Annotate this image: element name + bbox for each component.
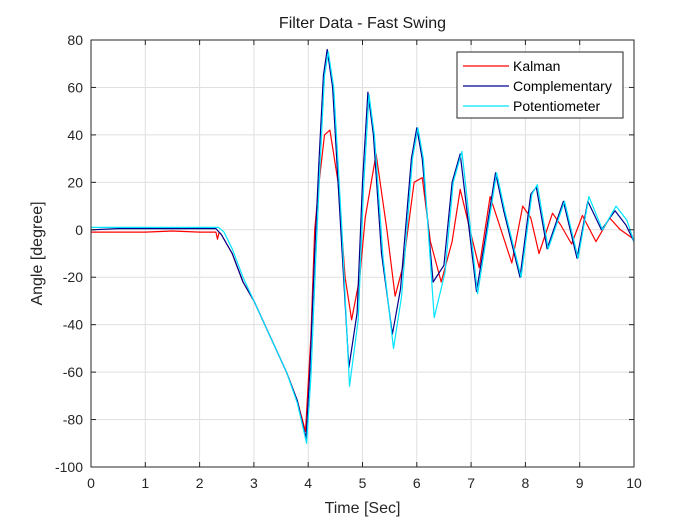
axis-ticks: 0 1 2 3 4 5 6 7 8 9 10 -100 -80 -60 -40 -20 0 20 40 60 80 [55, 32, 642, 491]
x-axis-label: Time [Sec] [325, 500, 401, 517]
series-line-potentiometer [91, 51, 635, 444]
y-tick-label: -40 [63, 317, 83, 333]
x-tick-label: 9 [576, 475, 584, 491]
legend: Kalman Complementary Potentiometer [456, 51, 624, 119]
y-tick-label: -100 [55, 459, 83, 475]
x-tick-label: 1 [141, 475, 149, 491]
x-tick-label: 2 [196, 475, 204, 491]
series-layer [90, 48, 635, 444]
legend-label: Potentiometer [513, 98, 600, 114]
legend-label: Kalman [513, 58, 560, 74]
legend-box [456, 51, 624, 119]
x-tick-label: 3 [250, 475, 258, 491]
chart-title: Filter Data - Fast Swing [279, 15, 446, 32]
x-tick-label: 8 [522, 475, 530, 491]
x-tick-label: 6 [413, 475, 421, 491]
x-tick-label: 4 [304, 475, 312, 491]
y-tick-label: 0 [75, 222, 83, 238]
x-tick-label: 10 [626, 475, 642, 491]
x-tick-label: 5 [359, 475, 367, 491]
y-tick-label: 20 [67, 174, 83, 190]
y-tick-label: 60 [67, 79, 83, 95]
x-tick-label: 0 [87, 475, 95, 491]
y-tick-label: -20 [63, 269, 83, 285]
y-tick-label: -60 [63, 364, 83, 380]
y-tick-label: -80 [63, 412, 83, 428]
y-tick-label: 40 [67, 127, 83, 143]
x-tick-label: 7 [467, 475, 475, 491]
y-axis-label: Angle [degree] [29, 201, 46, 305]
legend-label: Complementary [513, 78, 612, 94]
y-tick-label: 80 [67, 32, 83, 48]
